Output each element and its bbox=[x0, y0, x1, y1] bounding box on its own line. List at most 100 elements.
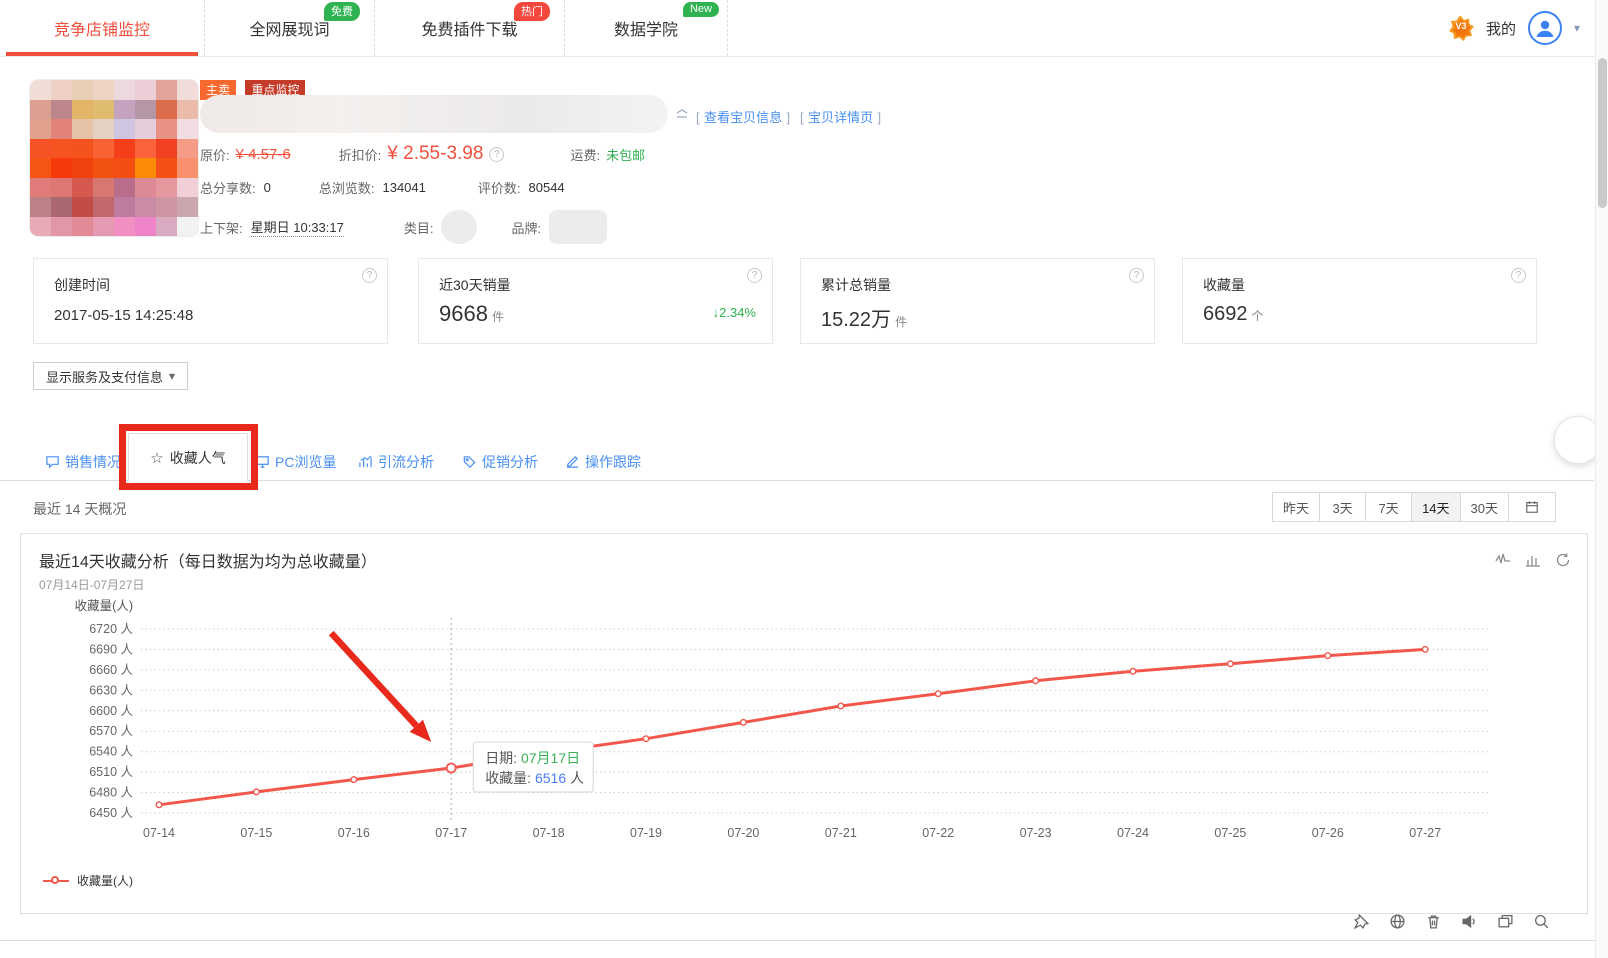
range-yesterday[interactable]: 昨天 bbox=[1273, 493, 1321, 521]
review-count-value: 80544 bbox=[528, 180, 565, 195]
shelf-time-value[interactable]: 星期日 10:33:17 bbox=[250, 217, 344, 237]
tab-promotion-analysis[interactable]: 促销分析 bbox=[462, 443, 538, 480]
title-suffix-icon bbox=[676, 109, 688, 118]
range-14day[interactable]: 14天 bbox=[1412, 493, 1461, 521]
nav-tab-data-academy[interactable]: 数据学院 New bbox=[565, 0, 728, 56]
svg-text:07-15: 07-15 bbox=[240, 826, 272, 840]
nav-tab-plugin-download[interactable]: 免费插件下载 热门 bbox=[375, 0, 565, 56]
bottom-toolbar bbox=[1353, 913, 1550, 930]
tab-sales[interactable]: 销售情况 bbox=[45, 443, 121, 480]
svg-text:6690 人: 6690 人 bbox=[89, 642, 133, 656]
show-service-payment-button[interactable]: 显示服务及支付信息 ▾ bbox=[33, 362, 189, 390]
tab-traffic-analysis[interactable]: 引流分析 bbox=[358, 443, 434, 480]
tag-icon bbox=[463, 456, 476, 468]
active-tab-underline bbox=[6, 52, 198, 56]
my-account-label[interactable]: 我的 bbox=[1485, 20, 1516, 38]
chart-legend[interactable]: 收藏量(人) bbox=[43, 872, 133, 889]
svg-text:07-20: 07-20 bbox=[727, 826, 759, 840]
search-icon[interactable] bbox=[1533, 913, 1550, 930]
svg-text:日期: 07月17日: 日期: 07月17日 bbox=[485, 750, 580, 766]
window-icon[interactable] bbox=[1497, 913, 1514, 930]
card-unit: 件 bbox=[491, 310, 504, 324]
chart-date-range: 07月14日-07月27日 bbox=[39, 578, 145, 592]
category-redacted bbox=[441, 210, 478, 244]
svg-text:07-24: 07-24 bbox=[1117, 826, 1149, 840]
vip-level-icon[interactable]: V3 bbox=[1448, 15, 1474, 41]
chart-title: 最近14天收藏分析（每日数据为均为总收藏量） bbox=[39, 554, 377, 571]
range-7day[interactable]: 7天 bbox=[1366, 493, 1413, 521]
page-scrollbar[interactable] bbox=[1595, 0, 1608, 958]
link-label: 宝贝详情页 bbox=[808, 110, 874, 125]
range-30day[interactable]: 30天 bbox=[1460, 493, 1509, 521]
sales-delta: ↓2.34% bbox=[712, 305, 756, 320]
share-count-label: 总分享数: bbox=[200, 181, 256, 196]
speaker-icon[interactable] bbox=[1461, 913, 1478, 930]
svg-text:6720 人: 6720 人 bbox=[89, 622, 133, 636]
item-detail-page-link[interactable]: [ 宝贝详情页 ] bbox=[800, 107, 881, 127]
svg-text:07-17: 07-17 bbox=[435, 826, 467, 840]
card-title: 收藏量 bbox=[1203, 277, 1245, 293]
shipping-label: 运费: bbox=[570, 147, 601, 163]
svg-text:07-27: 07-27 bbox=[1409, 826, 1441, 840]
help-icon[interactable]: ? bbox=[747, 268, 762, 283]
card-title: 累计总销量 bbox=[821, 277, 891, 293]
svg-text:07-18: 07-18 bbox=[533, 826, 565, 840]
nav-tab-keywords[interactable]: 全网展现词 免费 bbox=[205, 0, 375, 56]
tab-label: 销售情况 bbox=[65, 453, 121, 470]
discount-price-value: ¥ 2.55-3.98 bbox=[387, 143, 484, 164]
account-dropdown-caret-icon[interactable]: ▾ bbox=[1573, 21, 1580, 35]
nav-tab-label: 全网展现词 bbox=[249, 22, 330, 39]
share-count-value: 0 bbox=[263, 180, 271, 195]
legend-line-marker-icon bbox=[43, 875, 69, 886]
brand-redacted bbox=[549, 210, 608, 244]
card-value: 15.22万件 bbox=[821, 309, 908, 331]
range-3day[interactable]: 3天 bbox=[1320, 493, 1367, 521]
pin-icon[interactable] bbox=[1353, 913, 1370, 930]
scrollbar-thumb[interactable] bbox=[1598, 58, 1607, 208]
dropdown-caret-icon: ▾ bbox=[169, 369, 176, 383]
vip-level-text: V3 bbox=[1455, 21, 1467, 31]
help-icon[interactable]: ? bbox=[1129, 268, 1144, 283]
bracket: [ bbox=[696, 110, 700, 125]
tab-pc-views[interactable]: PC浏览量 bbox=[255, 443, 336, 480]
range-calendar-button[interactable] bbox=[1509, 493, 1555, 521]
hot-badge: 热门 bbox=[514, 2, 550, 21]
nav-tab-shop-monitor[interactable]: 竞争店铺监控 bbox=[0, 0, 205, 56]
original-price-value: ¥ 4.57-6 bbox=[235, 145, 291, 163]
user-avatar[interactable] bbox=[1527, 11, 1562, 45]
tab-label: 促销分析 bbox=[482, 453, 538, 470]
tab-label: PC浏览量 bbox=[275, 453, 337, 470]
tab-label: 收藏人气 bbox=[169, 449, 226, 466]
category-label: 类目: bbox=[403, 220, 434, 236]
product-image-pixelated[interactable] bbox=[30, 80, 198, 236]
help-icon[interactable]: ? bbox=[1511, 268, 1526, 283]
free-badge: 免费 bbox=[324, 2, 360, 21]
card-favorites: 收藏量 6692 个 ? bbox=[1182, 258, 1537, 344]
svg-text:收藏量: 6516 人: 收藏量: 6516 人 bbox=[485, 770, 584, 786]
help-icon[interactable]: ? bbox=[489, 146, 505, 162]
button-label: 显示服务及支付信息 bbox=[46, 369, 164, 385]
svg-text:07-26: 07-26 bbox=[1312, 826, 1344, 840]
line-chart-icon[interactable] bbox=[1495, 552, 1511, 568]
monitor-icon bbox=[256, 456, 269, 468]
trash-icon[interactable] bbox=[1425, 913, 1442, 930]
tab-operation-tracking[interactable]: 操作跟踪 bbox=[565, 443, 641, 480]
bottom-divider bbox=[0, 940, 1595, 941]
svg-text:6600 人: 6600 人 bbox=[89, 704, 133, 718]
globe-icon[interactable] bbox=[1389, 913, 1406, 930]
edit-icon bbox=[566, 455, 579, 468]
tab-label: 引流分析 bbox=[378, 453, 434, 470]
bar-chart-icon[interactable] bbox=[1525, 552, 1541, 568]
svg-text:07-14: 07-14 bbox=[143, 826, 175, 840]
help-icon[interactable]: ? bbox=[362, 268, 377, 283]
svg-text:07-23: 07-23 bbox=[1020, 826, 1052, 840]
svg-text:6660 人: 6660 人 bbox=[89, 663, 133, 677]
card-total-sales: 累计总销量 15.22万件 ? bbox=[800, 258, 1155, 344]
card-value: 9668 件 bbox=[439, 301, 504, 326]
overview-label: 最近 14 天概况 bbox=[33, 501, 127, 517]
refresh-icon[interactable] bbox=[1555, 552, 1571, 568]
product-title-redacted bbox=[200, 95, 668, 133]
tab-favorites-popularity[interactable]: ☆ 收藏人气 bbox=[128, 433, 248, 481]
view-item-info-link[interactable]: [ 查看宝贝信息 ] bbox=[696, 107, 790, 127]
